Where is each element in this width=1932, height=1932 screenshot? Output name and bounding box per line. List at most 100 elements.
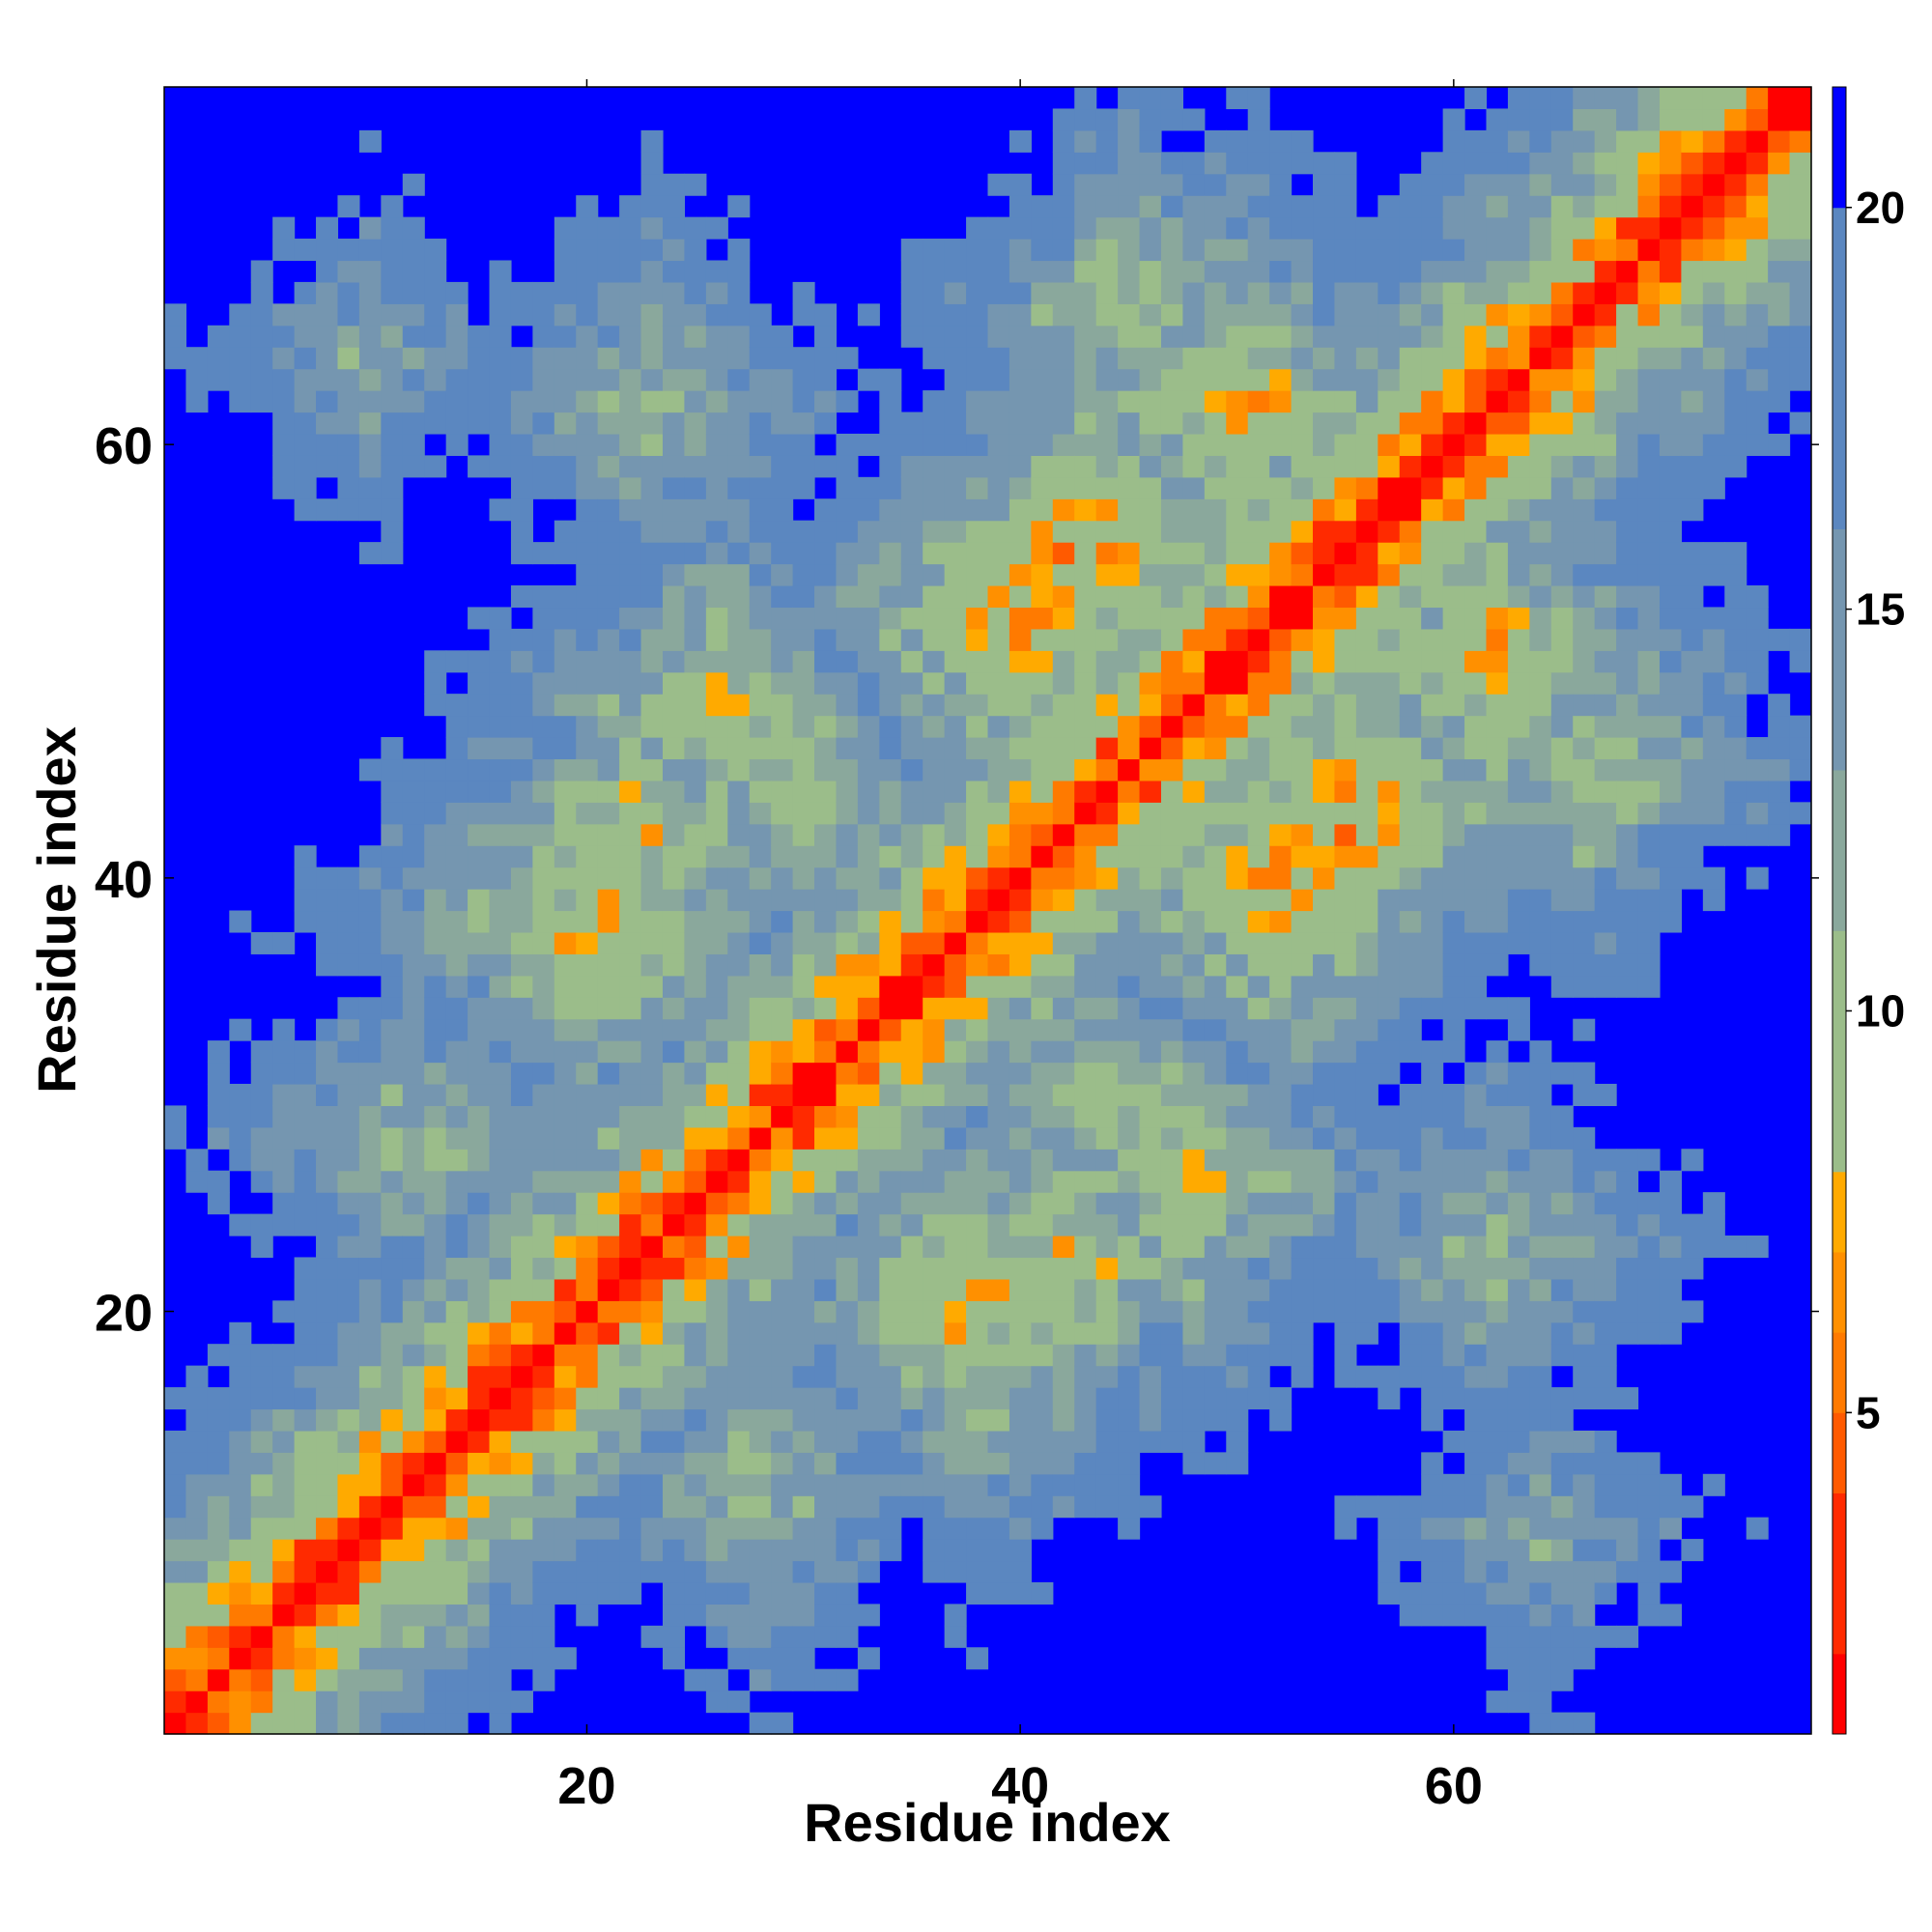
heatmap-cell [1334, 412, 1357, 435]
heatmap-cell [1247, 325, 1270, 348]
heatmap-cell [1637, 173, 1661, 196]
heatmap-cell [1681, 1539, 1704, 1562]
heatmap-cell [1334, 325, 1357, 348]
heatmap-cell [792, 628, 815, 651]
heatmap-cell [597, 758, 620, 781]
heatmap-cell [1313, 1170, 1336, 1193]
heatmap-cell [1139, 368, 1162, 391]
heatmap-cell [1421, 694, 1444, 717]
heatmap-cell [1616, 823, 1639, 846]
heatmap-cell [250, 1495, 273, 1519]
heatmap-cell [1378, 412, 1401, 435]
heatmap-cell [1095, 802, 1119, 825]
heatmap-cell [1659, 1236, 1682, 1259]
heatmap-cell [1681, 368, 1704, 391]
heatmap-cell [272, 1149, 296, 1172]
heatmap-cell [836, 1581, 859, 1605]
heatmap-cell [1095, 845, 1119, 868]
heatmap-cell [1118, 303, 1141, 327]
heatmap-cell [1247, 931, 1270, 954]
heatmap-cell [1507, 412, 1530, 435]
heatmap-cell [879, 1192, 902, 1215]
heatmap-cell [1074, 455, 1097, 478]
heatmap-cell [337, 498, 360, 522]
heatmap-cell [619, 867, 642, 890]
heatmap-cell [489, 823, 512, 846]
heatmap-cell [1573, 542, 1596, 565]
heatmap-cell [1052, 1430, 1075, 1453]
heatmap-cell [1702, 476, 1725, 499]
heatmap-cell [1637, 1321, 1661, 1345]
heatmap-cell [1616, 845, 1639, 868]
heatmap-cell [316, 1365, 339, 1388]
heatmap-cell [1550, 931, 1574, 954]
heatmap-cell [684, 1257, 707, 1280]
heatmap-cell [1486, 650, 1509, 673]
heatmap-cell [445, 1452, 469, 1475]
heatmap-cell [207, 1040, 230, 1064]
heatmap-cell [250, 1668, 273, 1691]
heatmap-cell [316, 1387, 339, 1410]
heatmap-cell [1355, 802, 1378, 825]
heatmap-cell [1507, 931, 1530, 954]
heatmap-cell [1074, 108, 1097, 131]
heatmap-cell [640, 412, 664, 435]
heatmap-cell [814, 650, 838, 673]
heatmap-cell [966, 910, 989, 933]
heatmap-cell [532, 368, 555, 391]
heatmap-cell [1313, 650, 1336, 673]
heatmap-cell [1009, 1517, 1032, 1540]
heatmap-cell [1378, 1236, 1401, 1259]
heatmap-cell [640, 476, 664, 499]
heatmap-cell [1226, 1170, 1249, 1193]
heatmap-cell [1464, 542, 1488, 565]
heatmap-cell [771, 607, 794, 630]
heatmap-cell [358, 1300, 382, 1323]
heatmap-cell [640, 910, 664, 933]
heatmap-cell [1204, 129, 1227, 153]
heatmap-cell [1009, 1236, 1032, 1259]
heatmap-cell [1573, 1452, 1596, 1475]
heatmap-cell [1074, 1083, 1097, 1106]
heatmap-cell [1681, 433, 1704, 456]
heatmap-cell [510, 802, 533, 825]
heatmap-cell [1226, 1321, 1249, 1345]
heatmap-cell [814, 1170, 838, 1193]
heatmap-cell [468, 1149, 491, 1172]
heatmap-cell [1052, 1192, 1075, 1215]
heatmap-cell [402, 390, 425, 413]
heatmap-cell [857, 1018, 880, 1041]
heatmap-cell [1421, 563, 1444, 586]
heatmap-cell [510, 1040, 533, 1064]
heatmap-cell [1204, 671, 1227, 695]
heatmap-cell [510, 715, 533, 738]
heatmap-cell [1789, 758, 1812, 781]
heatmap-cell [424, 239, 447, 262]
heatmap-cell [1118, 412, 1141, 435]
heatmap-cell [402, 1473, 425, 1496]
heatmap-cell [1160, 195, 1183, 218]
heatmap-cell [1486, 1278, 1509, 1301]
heatmap-cell [468, 650, 491, 673]
heatmap-cell [1507, 671, 1530, 695]
heatmap-cell [207, 1647, 230, 1670]
heatmap-cell [554, 412, 577, 435]
heatmap-cell [684, 1668, 707, 1691]
heatmap-cell [1269, 910, 1293, 933]
heatmap-cell [727, 715, 751, 738]
heatmap-cell [1681, 152, 1704, 175]
heatmap-cell [229, 325, 252, 348]
heatmap-cell [836, 455, 859, 478]
heatmap-cell [944, 1300, 967, 1323]
heatmap-cell [1421, 433, 1444, 456]
heatmap-cell [684, 1213, 707, 1236]
heatmap-cell [727, 347, 751, 370]
heatmap-cell [619, 520, 642, 543]
heatmap-cell [1550, 1213, 1574, 1236]
heatmap-cell [1768, 260, 1791, 283]
heatmap-cell [1031, 1213, 1054, 1236]
heatmap-cell [1746, 628, 1769, 651]
heatmap-cell [1442, 1257, 1465, 1280]
heatmap-cell [510, 758, 533, 781]
heatmap-cell [272, 1408, 296, 1432]
